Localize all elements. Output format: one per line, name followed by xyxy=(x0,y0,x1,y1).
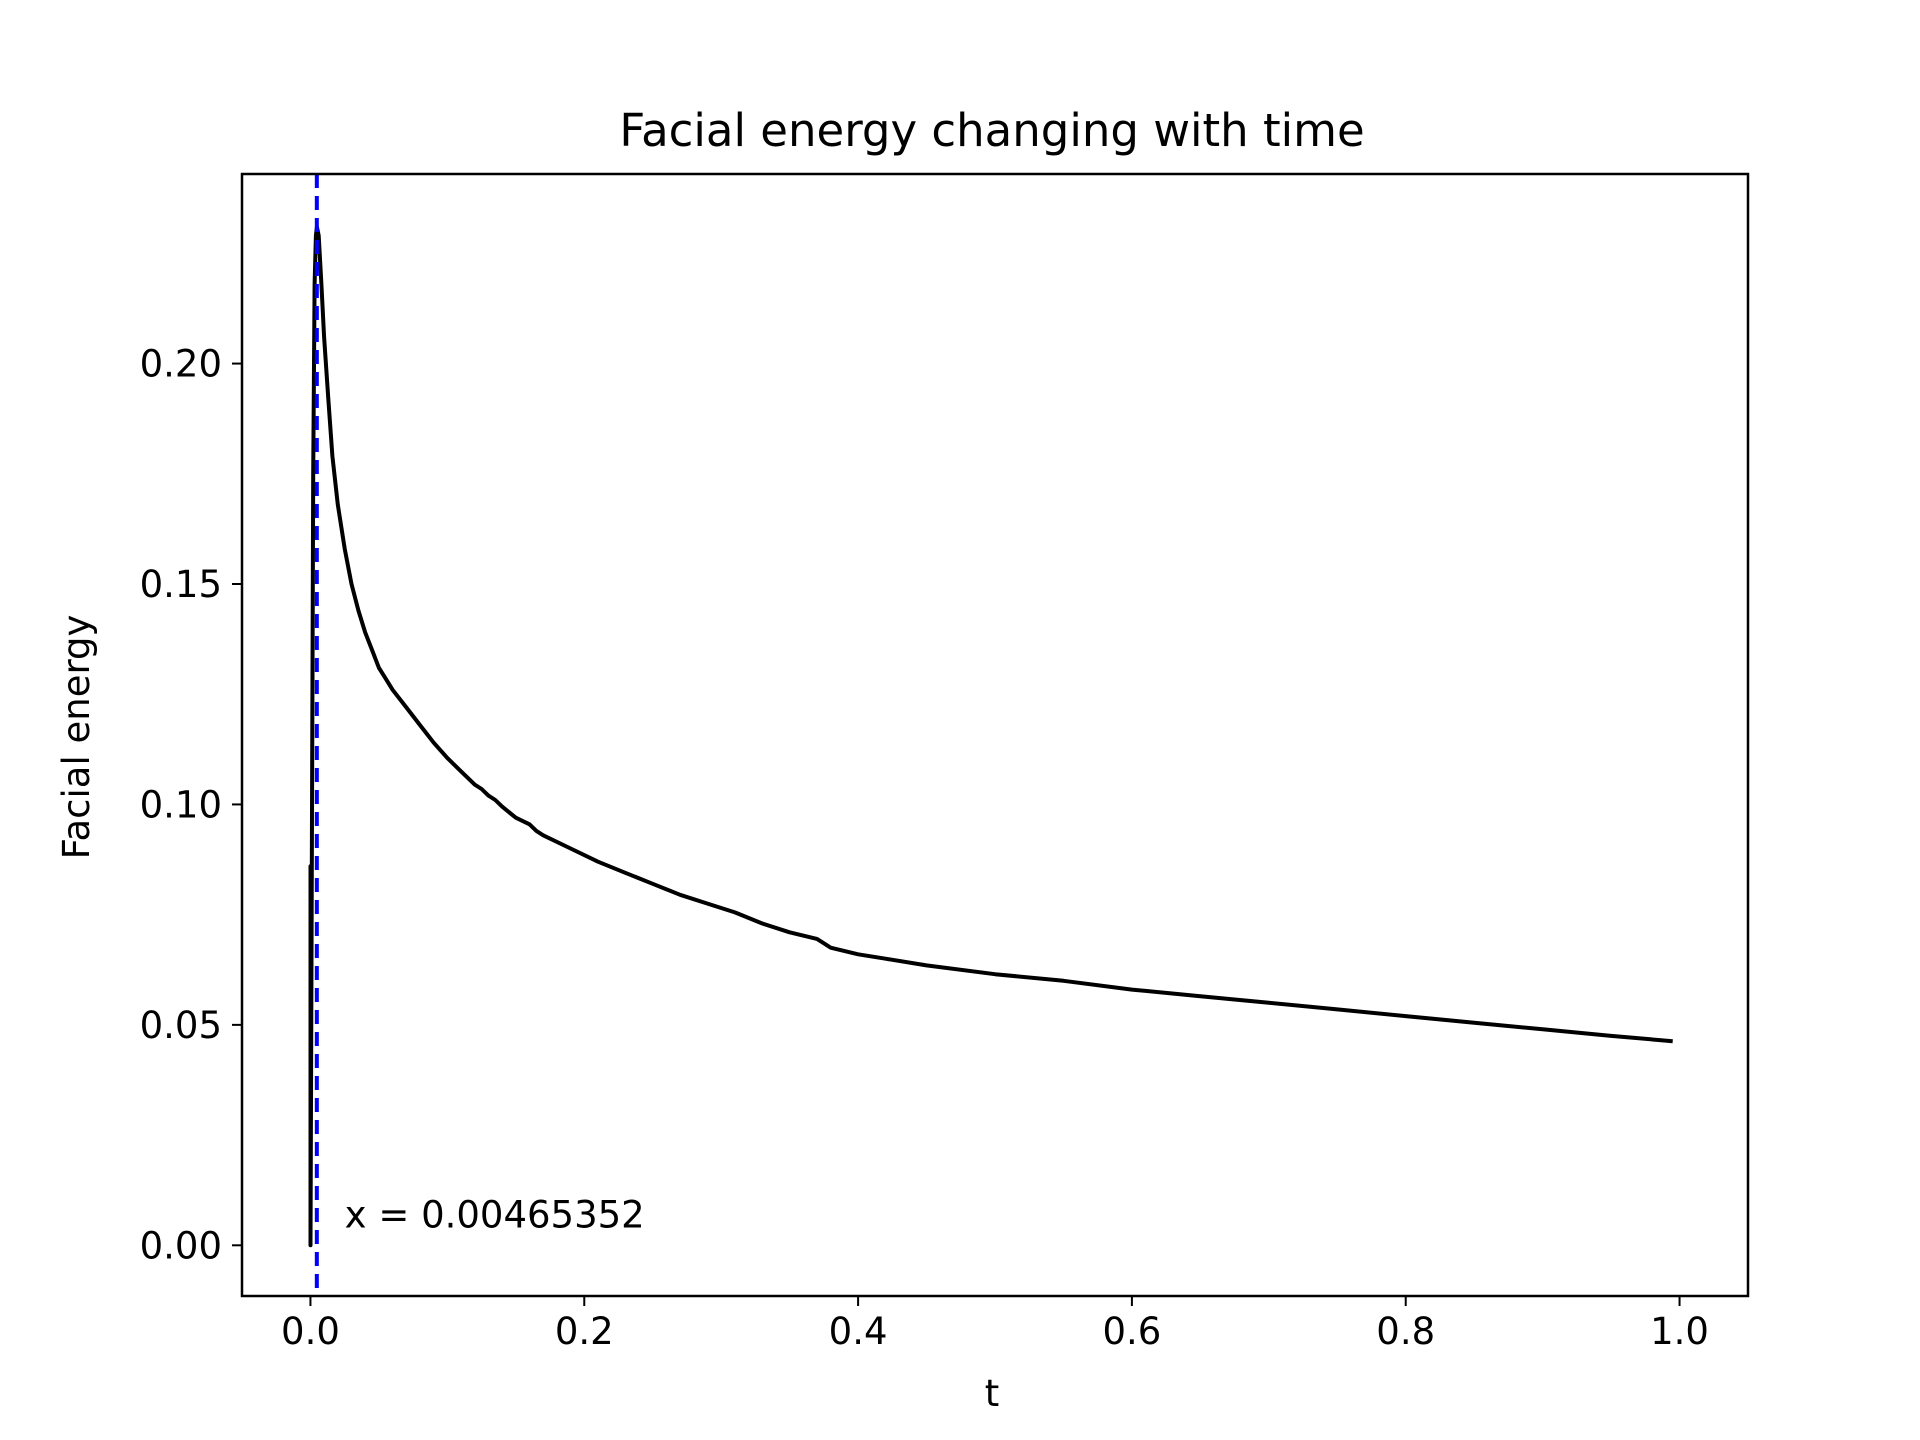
axes-frame xyxy=(240,172,1750,1298)
x-tick-label: 0.6 xyxy=(1102,1310,1161,1353)
y-axis-label: Facial energy xyxy=(55,615,98,860)
y-tick-label: 0.20 xyxy=(140,343,222,386)
y-tick-label: 0.10 xyxy=(140,783,222,826)
y-tick-label: 0.05 xyxy=(140,1004,222,1047)
x-tick-label: 0.4 xyxy=(829,1310,888,1353)
y-tick-label: 0.00 xyxy=(140,1224,222,1267)
x-tick-label: 0.0 xyxy=(281,1310,340,1353)
annotation-label: x = 0.00465352 xyxy=(345,1194,645,1237)
x-tick-label: 0.2 xyxy=(555,1310,614,1353)
x-tick-label: 0.8 xyxy=(1376,1310,1435,1353)
x-axis-label: t xyxy=(985,1372,1000,1415)
x-axis: 0.0 0.2 0.4 0.6 0.8 1.0 xyxy=(281,1296,1709,1353)
series-line xyxy=(308,224,1673,1248)
y-tick-label: 0.15 xyxy=(140,563,222,606)
x-tick-label: 1.0 xyxy=(1650,1310,1709,1353)
y-axis: 0.00 0.05 0.10 0.15 0.20 xyxy=(140,343,242,1267)
chart-title: Facial energy changing with time xyxy=(619,104,1364,157)
plot-area: x = 0.00465352 xyxy=(308,174,1673,1296)
